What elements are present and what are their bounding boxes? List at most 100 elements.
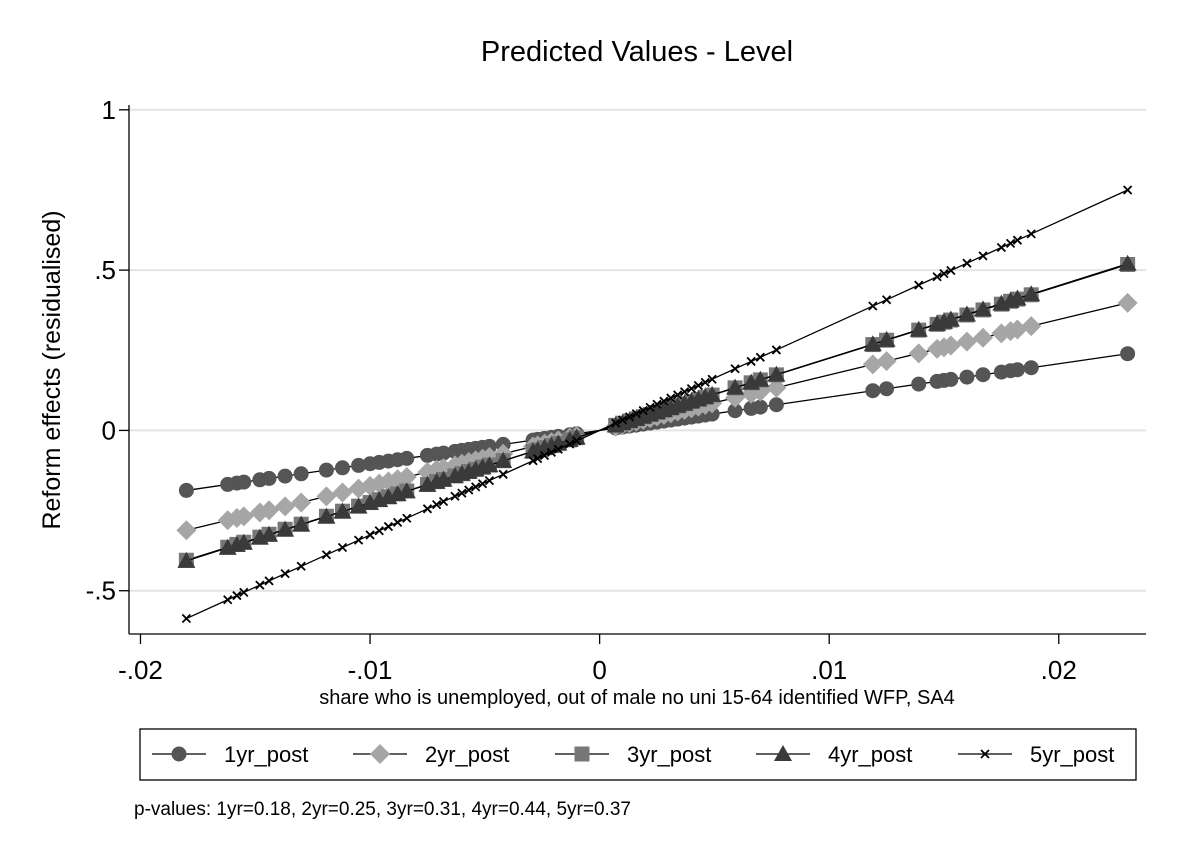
data-point-2yr_post <box>766 377 787 398</box>
data-point-4yr_post <box>909 320 928 337</box>
data-point-5yr_post <box>438 496 449 507</box>
data-point-5yr_post <box>755 352 765 362</box>
data-point-5yr_post <box>962 258 972 268</box>
data-point-5yr_post <box>868 301 878 311</box>
x-marker-stroke <box>264 576 274 586</box>
data-point-5yr_post <box>422 504 433 514</box>
data-point-5yr_post <box>939 269 949 279</box>
x-marker-stroke <box>659 396 669 406</box>
y-tick-label: .5 <box>94 255 116 285</box>
data-point-5yr_post <box>652 399 662 409</box>
data-point-4yr_post <box>863 335 882 352</box>
data-point-1yr_post <box>293 466 309 482</box>
x-marker-stroke <box>771 345 782 355</box>
x-marker-stroke <box>471 482 481 492</box>
x-marker-stroke <box>693 380 703 391</box>
data-point-2yr_post <box>1007 319 1028 340</box>
data-point-2yr_post <box>176 520 197 541</box>
data-point-5yr_post <box>223 595 233 605</box>
x-marker-stroke <box>980 749 990 759</box>
series-5yr_post <box>181 185 1133 624</box>
data-point-5yr_post <box>296 561 306 571</box>
x-marker-stroke <box>255 580 265 590</box>
data-point-1yr_post <box>1023 360 1039 376</box>
legend-marker <box>774 745 792 761</box>
data-point-1yr_post <box>1120 346 1136 362</box>
x-marker-stroke <box>673 390 683 400</box>
data-point-5yr_post <box>402 513 412 523</box>
x-marker-stroke <box>422 504 433 514</box>
x-marker-stroke <box>700 377 710 387</box>
data-point-4yr_post <box>494 451 513 468</box>
y-tick-label: -.5 <box>86 576 116 606</box>
data-point-5yr_post <box>1012 235 1023 245</box>
x-marker-stroke <box>533 453 543 464</box>
legend: 1yr_post 2yr_post 3yr_post 4yr_post 5yr_post <box>152 742 1114 767</box>
x-marker-stroke <box>365 530 375 540</box>
data-point-5yr_post <box>746 356 756 367</box>
legend-marker <box>574 746 590 762</box>
x-marker-stroke <box>1026 229 1036 239</box>
data-point-5yr_post <box>255 580 265 590</box>
x-marker-stroke <box>572 436 582 446</box>
data-point-5yr_post <box>431 499 442 510</box>
x-marker-stroke <box>978 251 988 261</box>
x-ticks: -.02 -.01 0 .01 .02 <box>118 634 1077 685</box>
legend-label: 1yr_post <box>224 742 308 767</box>
data-point-5yr_post <box>996 242 1007 253</box>
data-point-2yr_post <box>1117 292 1138 313</box>
data-point-5yr_post <box>181 613 192 624</box>
data-point-5yr_post <box>881 295 892 305</box>
x-marker-stroke <box>679 387 690 397</box>
x-marker-stroke <box>638 405 648 416</box>
x-marker-stroke <box>498 469 508 479</box>
data-point-1yr_post <box>481 438 497 454</box>
data-point-1yr_post <box>318 462 334 478</box>
x-marker-stroke <box>617 415 628 425</box>
data-point-5yr_post <box>392 517 403 528</box>
x-marker-stroke <box>868 301 878 311</box>
legend-label: 2yr_post <box>425 742 509 767</box>
x-marker-stroke <box>477 479 488 489</box>
data-point-5yr_post <box>707 374 717 384</box>
data-point-5yr_post <box>232 590 242 601</box>
x-marker-stroke <box>392 517 403 528</box>
data-point-4yr_post <box>726 378 745 395</box>
data-point-4yr_post <box>1008 289 1027 306</box>
data-point-5yr_post <box>383 521 394 532</box>
data-point-5yr_post <box>280 568 290 579</box>
data-point-5yr_post <box>1005 238 1016 248</box>
legend-item-4yr_post: 4yr_post <box>756 742 912 767</box>
data-point-2yr_post <box>217 510 238 531</box>
data-point-4yr_post <box>703 385 722 402</box>
data-point-5yr_post <box>539 450 550 461</box>
data-point-1yr_post <box>975 367 991 383</box>
plot-area <box>176 185 1138 624</box>
x-marker-stroke <box>553 444 563 454</box>
data-point-4yr_post <box>877 330 896 347</box>
x-marker-stroke <box>996 242 1007 253</box>
legend-item-1yr_post: 1yr_post <box>152 742 308 767</box>
data-point-4yr_post <box>292 515 311 532</box>
y-tick-label: 0 <box>102 415 116 445</box>
p-values-note: p-values: 1yr=0.18, 2yr=0.25, 3yr=0.31, … <box>134 799 631 820</box>
x-marker-stroke <box>666 393 676 403</box>
data-point-5yr_post <box>477 479 488 489</box>
data-point-2yr_post <box>908 343 929 364</box>
data-point-5yr_post <box>946 265 956 276</box>
x-marker-stroke <box>1122 185 1133 195</box>
data-point-5yr_post <box>914 280 924 290</box>
data-point-5yr_post <box>659 396 669 406</box>
data-point-1yr_post <box>236 474 252 490</box>
data-point-5yr_post <box>978 251 988 261</box>
data-point-5yr_post <box>484 475 495 486</box>
x-marker-stroke <box>939 269 949 279</box>
data-point-2yr_post <box>862 354 883 375</box>
data-point-5yr_post <box>673 390 683 400</box>
x-marker-stroke <box>457 488 467 498</box>
data-point-5yr_post <box>353 535 364 545</box>
data-point-5yr_post <box>617 415 628 425</box>
data-point-1yr_post <box>436 445 452 461</box>
data-point-5yr_post <box>374 526 384 536</box>
x-marker-stroke <box>280 568 290 579</box>
